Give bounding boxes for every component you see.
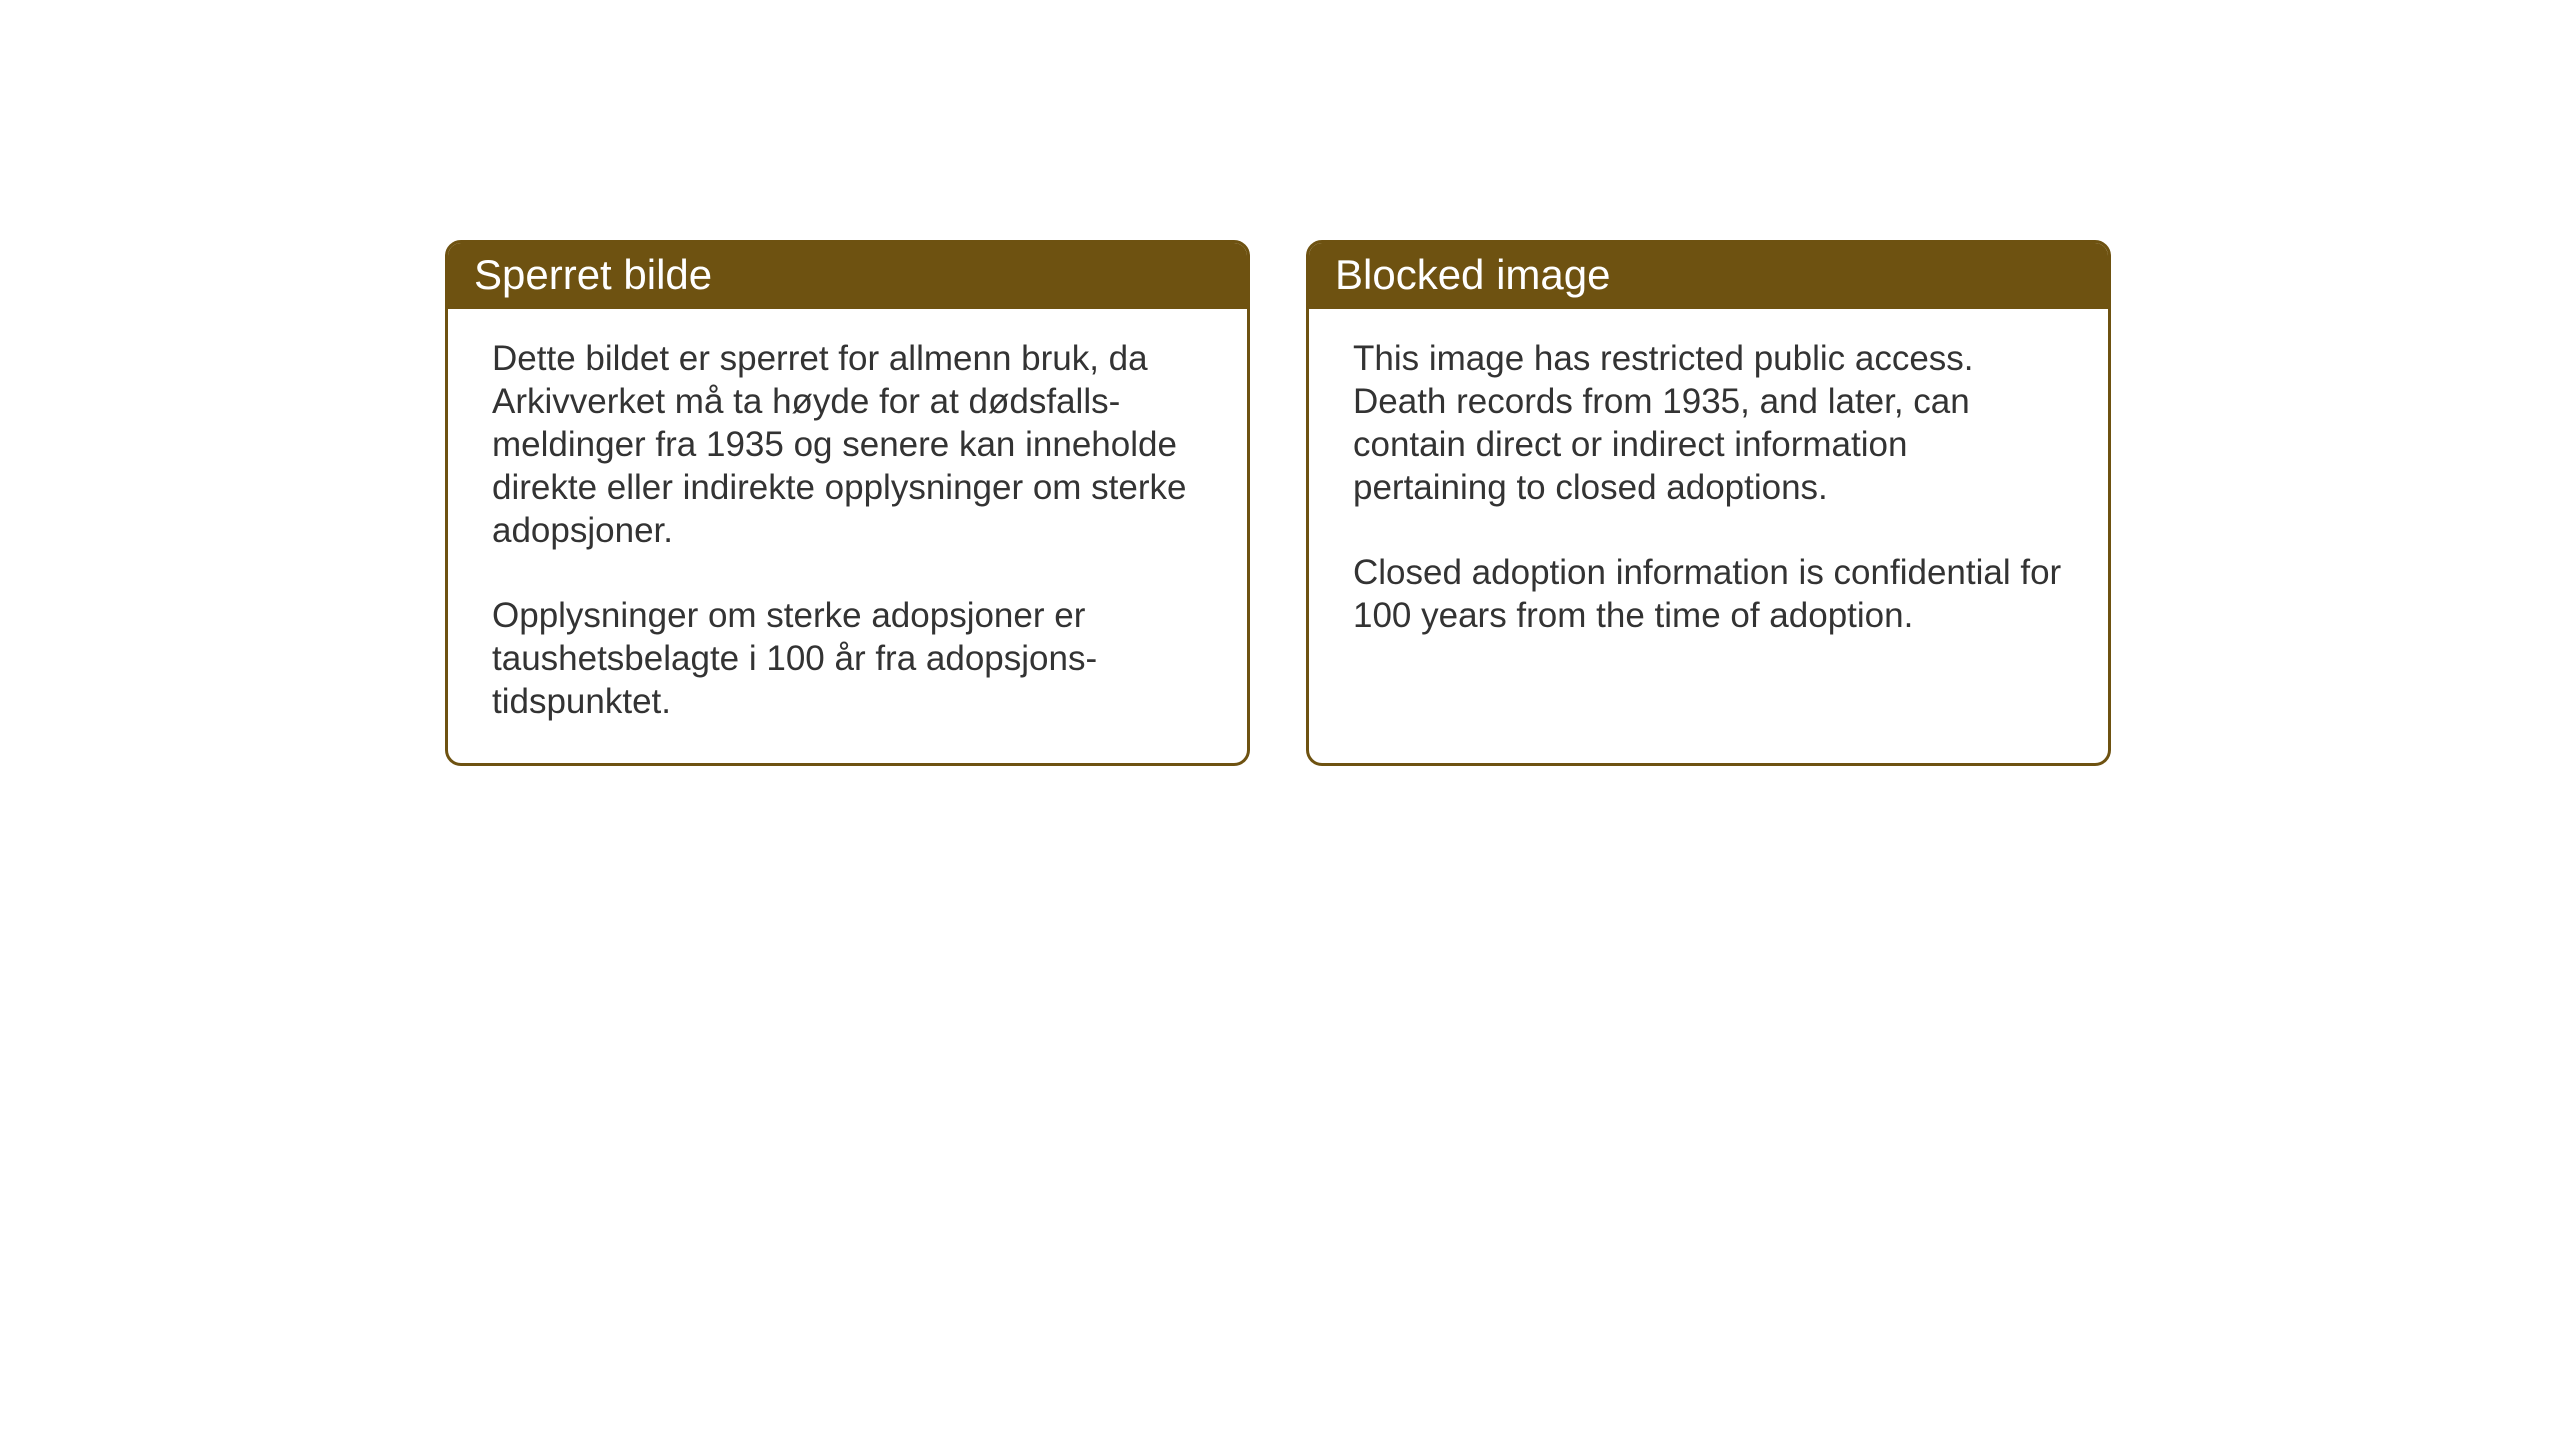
notice-card-english: Blocked image This image has restricted …	[1306, 240, 2111, 766]
notice-title-norwegian: Sperret bilde	[474, 251, 712, 298]
notice-header-norwegian: Sperret bilde	[448, 243, 1247, 309]
notice-body-norwegian: Dette bildet er sperret for allmenn bruk…	[448, 309, 1247, 763]
notice-title-english: Blocked image	[1335, 251, 1610, 298]
notice-card-norwegian: Sperret bilde Dette bildet er sperret fo…	[445, 240, 1250, 766]
notice-paragraph-1-english: This image has restricted public access.…	[1353, 337, 2064, 509]
notice-container: Sperret bilde Dette bildet er sperret fo…	[445, 240, 2111, 766]
notice-paragraph-2-norwegian: Opplysninger om sterke adopsjoner er tau…	[492, 594, 1203, 723]
notice-paragraph-1-norwegian: Dette bildet er sperret for allmenn bruk…	[492, 337, 1203, 552]
notice-paragraph-2-english: Closed adoption information is confident…	[1353, 551, 2064, 637]
notice-header-english: Blocked image	[1309, 243, 2108, 309]
notice-body-english: This image has restricted public access.…	[1309, 309, 2108, 677]
